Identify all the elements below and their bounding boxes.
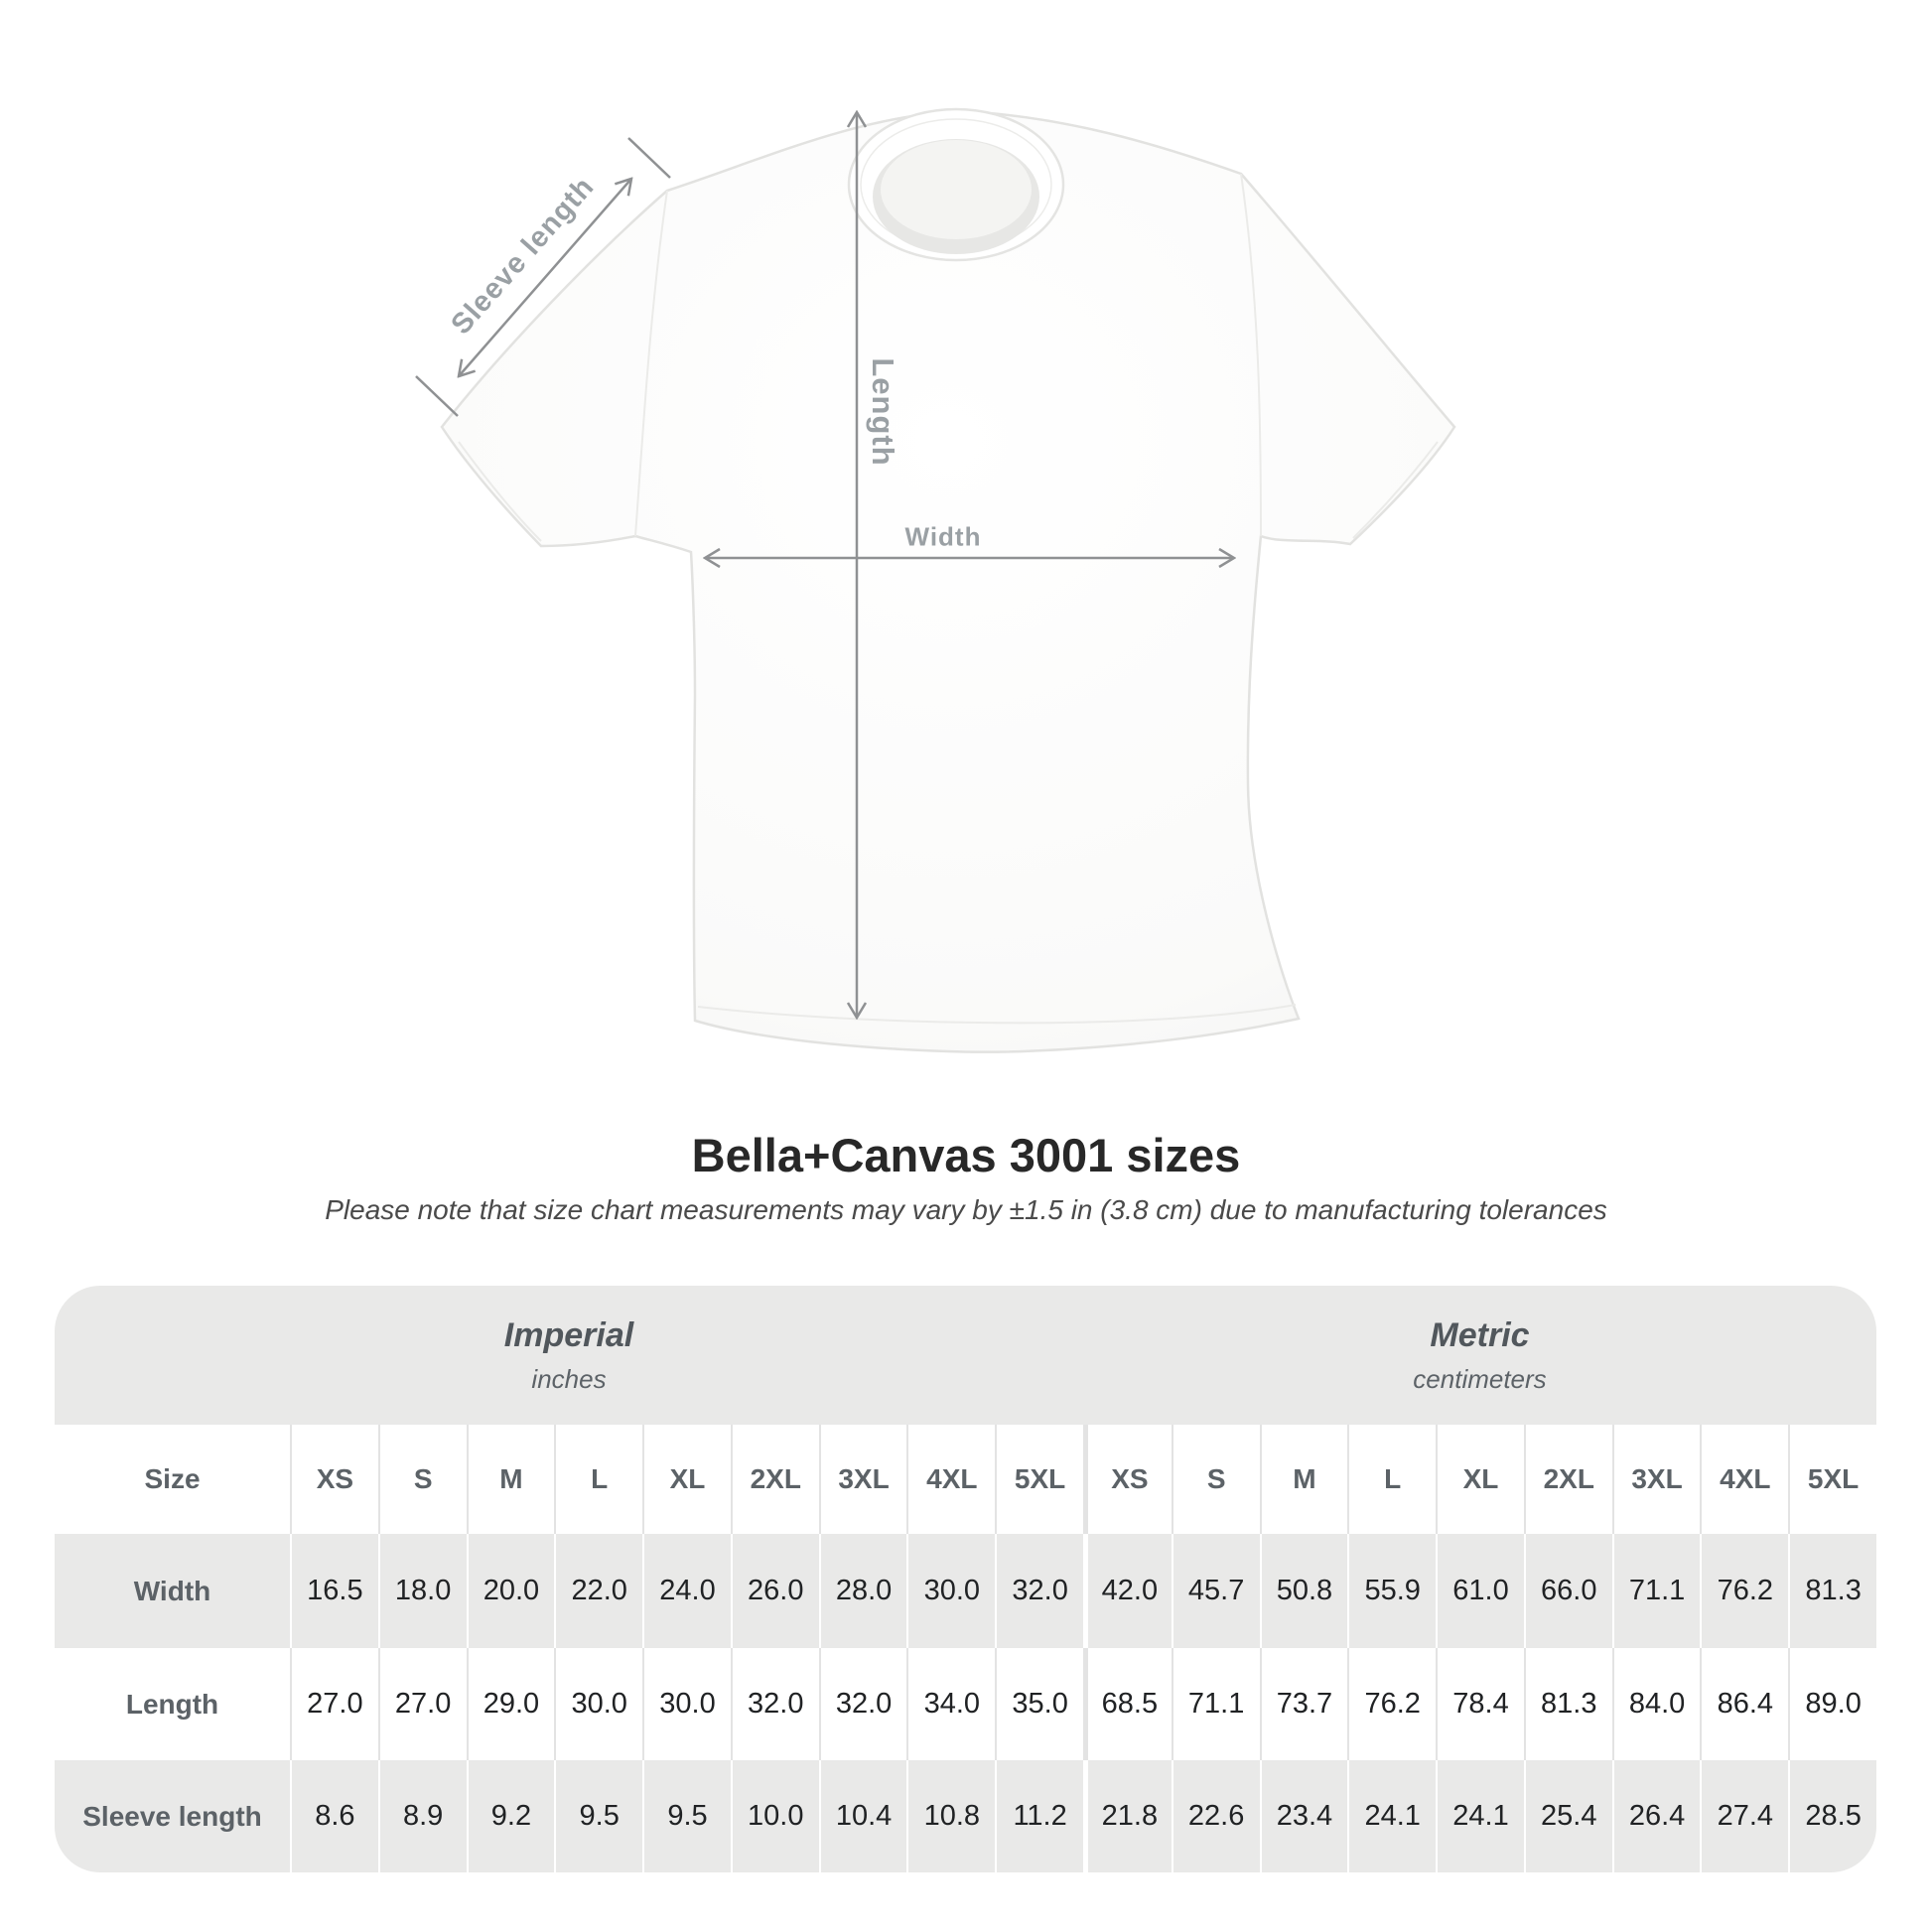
sleeve-end-tick-top: [627, 137, 671, 179]
value-cell: 89.0: [1788, 1648, 1876, 1760]
value-cell: 76.2: [1347, 1648, 1436, 1760]
value-cell: 21.8: [1083, 1760, 1172, 1872]
size-col-header: 5XL: [995, 1425, 1083, 1534]
size-col-header: L: [1347, 1425, 1436, 1534]
value-cell: 10.8: [906, 1760, 996, 1872]
value-cell: 42.0: [1083, 1534, 1172, 1648]
value-cell: 28.0: [818, 1534, 907, 1648]
value-cell: 24.1: [1436, 1760, 1524, 1872]
value-cell: 81.3: [1788, 1534, 1876, 1648]
row-label: Width: [55, 1534, 290, 1648]
value-cell: 68.5: [1083, 1648, 1172, 1760]
unit-group-unit: centimeters: [1413, 1363, 1547, 1394]
size-col-header: M: [466, 1425, 555, 1534]
size-col-header: 4XL: [1700, 1425, 1788, 1534]
size-col-header: 4XL: [906, 1425, 995, 1534]
value-cell: 76.2: [1700, 1534, 1789, 1648]
value-cell: 71.1: [1171, 1648, 1260, 1760]
value-cell: 25.4: [1523, 1760, 1612, 1872]
value-cell: 81.3: [1523, 1648, 1612, 1760]
value-cell: 78.4: [1436, 1648, 1524, 1760]
imperial-header: Imperial inches: [55, 1286, 1083, 1425]
row-label: Sleeve length: [55, 1760, 290, 1872]
size-col-header: 3XL: [1611, 1425, 1701, 1534]
value-cell: 55.9: [1347, 1534, 1437, 1648]
value-cell: 50.8: [1259, 1534, 1348, 1648]
sleeve-end-tick-bottom: [415, 375, 459, 417]
length-label: Length: [866, 357, 900, 467]
value-cell: 22.0: [554, 1534, 643, 1648]
value-cell: 26.0: [730, 1534, 819, 1648]
value-cell: 10.0: [730, 1760, 819, 1872]
value-cell: 32.0: [818, 1648, 907, 1760]
value-cell: 28.5: [1788, 1760, 1876, 1872]
page-subtitle: Please note that size chart measurements…: [325, 1194, 1607, 1225]
size-col-header: S: [1171, 1425, 1260, 1534]
size-col-header: S: [377, 1425, 467, 1534]
page-title: Bella+Canvas 3001 sizes: [691, 1129, 1241, 1181]
unit-group-name: Imperial: [503, 1315, 634, 1354]
value-cell: 35.0: [995, 1648, 1083, 1760]
sleeve-arrow: [459, 179, 631, 376]
measurement-lines: [415, 112, 1234, 1018]
value-cell: 32.0: [995, 1534, 1083, 1648]
value-cell: 27.0: [290, 1648, 378, 1760]
value-cell: 16.5: [290, 1534, 378, 1648]
size-table: Imperial inches Metric centimeters Size XS S M L…: [55, 1286, 1876, 1872]
value-cell: 8.9: [377, 1760, 467, 1872]
value-cell: 32.0: [730, 1648, 819, 1760]
value-cell: 66.0: [1523, 1534, 1612, 1648]
metric-header: Metric centimeters: [1083, 1286, 1876, 1425]
value-cell: 9.5: [554, 1760, 643, 1872]
value-cell: 30.0: [906, 1534, 996, 1648]
value-cell: 18.0: [377, 1534, 467, 1648]
value-cell: 24.1: [1347, 1760, 1437, 1872]
value-cell: 86.4: [1700, 1648, 1788, 1760]
tshirt-silhouette: [440, 107, 1456, 1053]
size-col-header: XS: [1083, 1425, 1172, 1534]
value-cell: 8.6: [290, 1760, 378, 1872]
value-cell: 24.0: [642, 1534, 731, 1648]
value-cell: 10.4: [818, 1760, 907, 1872]
size-col-header: XL: [642, 1425, 731, 1534]
value-cell: 9.2: [466, 1760, 555, 1872]
row-label: Length: [125, 1688, 219, 1720]
value-cell: 34.0: [906, 1648, 995, 1760]
size-col-header: L: [554, 1425, 642, 1534]
size-col-header: 2XL: [1523, 1425, 1612, 1534]
value-cell: 45.7: [1171, 1534, 1260, 1648]
value-cell: 84.0: [1611, 1648, 1701, 1760]
tshirt-diagram: [415, 107, 1456, 1053]
size-col-header: XS: [290, 1425, 378, 1534]
value-cell: 23.4: [1259, 1760, 1348, 1872]
size-col-header: 2XL: [730, 1425, 819, 1534]
value-cell: 29.0: [466, 1648, 555, 1760]
value-cell: 73.7: [1259, 1648, 1348, 1760]
size-col-header: XL: [1436, 1425, 1524, 1534]
value-cell: 30.0: [642, 1648, 731, 1760]
value-cell: 22.6: [1171, 1760, 1260, 1872]
value-cell: 27.4: [1700, 1760, 1789, 1872]
size-col-header: 5XL: [1788, 1425, 1876, 1534]
value-cell: 27.0: [377, 1648, 467, 1760]
value-cell: 61.0: [1436, 1534, 1524, 1648]
collar: [847, 107, 1065, 262]
value-cell: 71.1: [1611, 1534, 1701, 1648]
unit-group-unit: inches: [531, 1363, 607, 1394]
size-col-header: M: [1259, 1425, 1348, 1534]
width-label: Width: [904, 521, 982, 552]
value-cell: 26.4: [1611, 1760, 1701, 1872]
size-col-header: 3XL: [818, 1425, 907, 1534]
value-cell: 30.0: [554, 1648, 642, 1760]
value-cell: 20.0: [466, 1534, 555, 1648]
value-cell: 11.2: [995, 1760, 1083, 1872]
size-row-label: Size: [144, 1463, 201, 1494]
value-cell: 9.5: [642, 1760, 731, 1872]
unit-group-name: Metric: [1430, 1315, 1530, 1354]
